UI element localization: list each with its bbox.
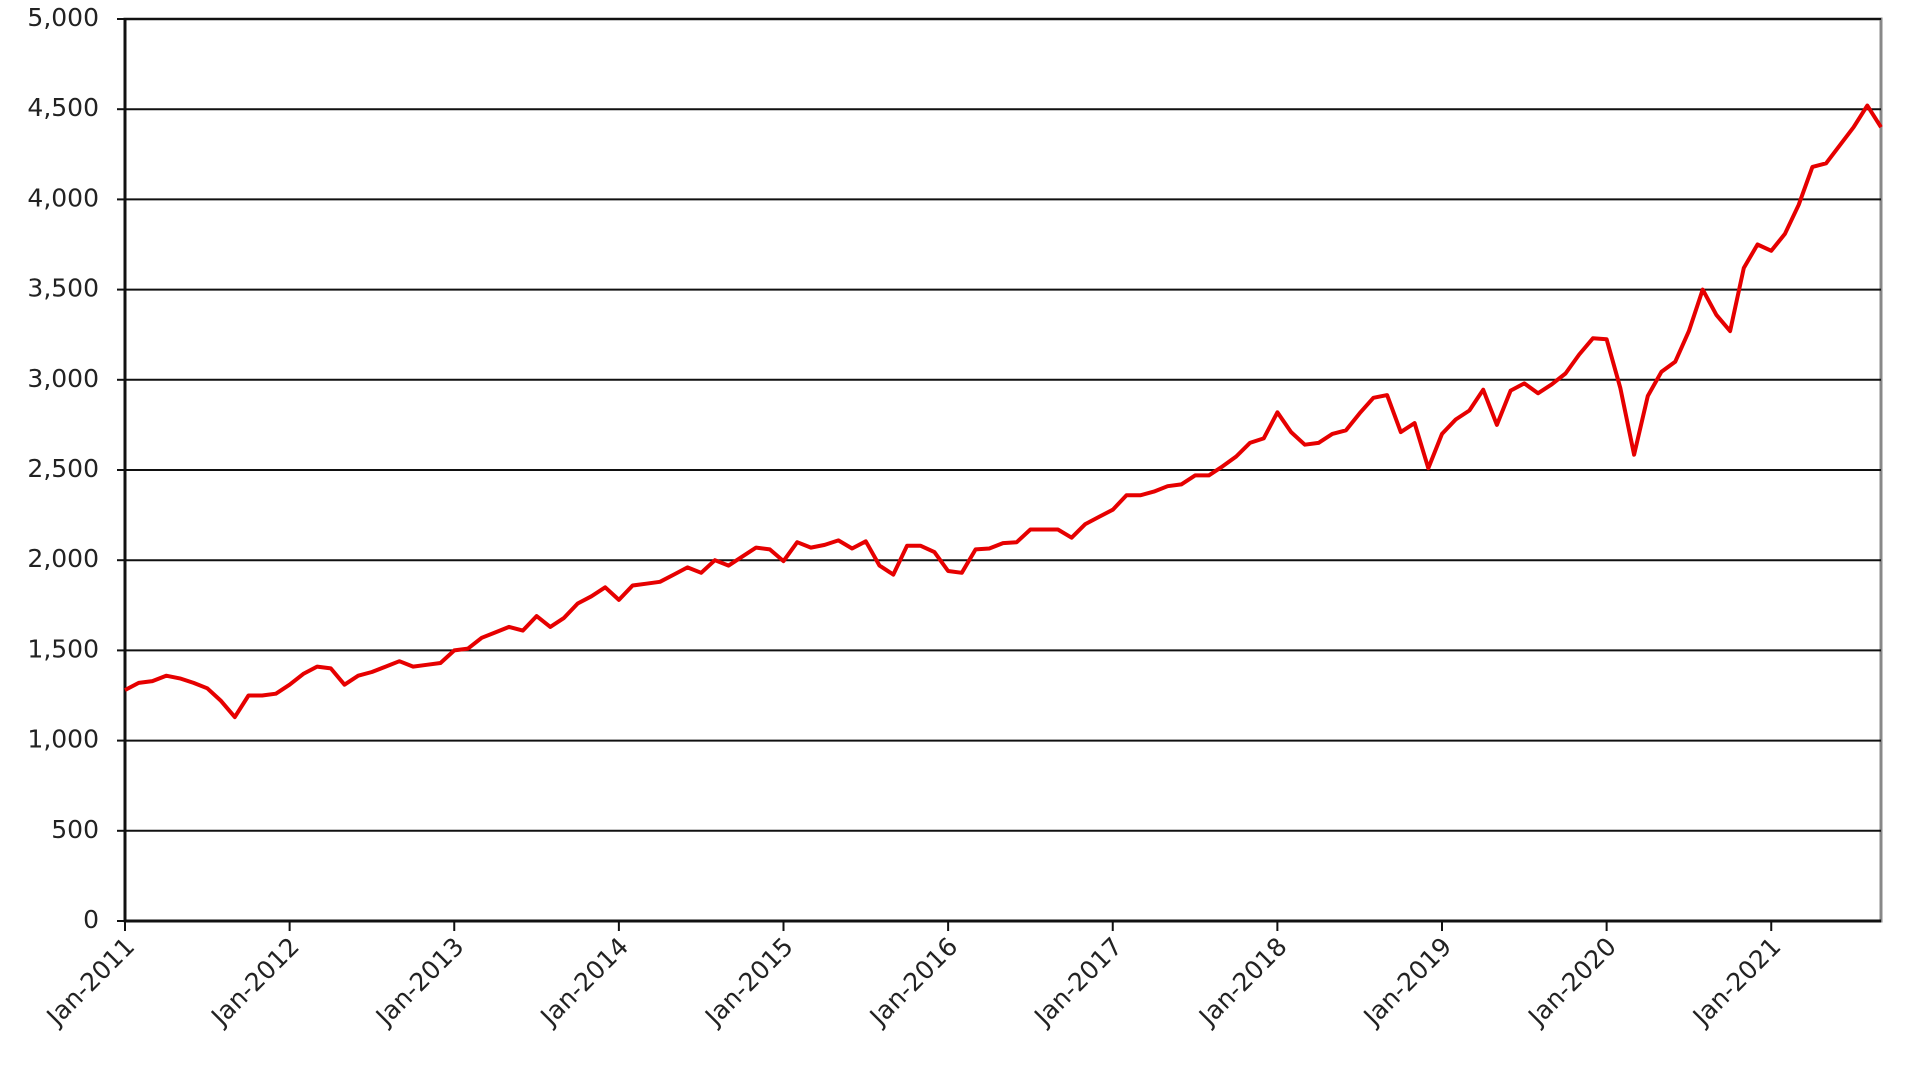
y-tick-label: 4,500	[27, 93, 99, 122]
x-tick-label: Jan-2014	[534, 932, 635, 1033]
y-tick-label: 4,000	[27, 183, 99, 212]
x-tick-label: Jan-2012	[204, 932, 305, 1033]
y-tick-label: 1,000	[27, 725, 99, 754]
y-tick-label: 500	[51, 815, 99, 844]
x-tick-label: Jan-2011	[40, 932, 141, 1033]
y-tick-label: 2,000	[27, 544, 99, 573]
x-tick-label: Jan-2018	[1192, 932, 1293, 1033]
y-tick-label: 3,000	[27, 364, 99, 393]
y-tick-label: 3,500	[27, 274, 99, 303]
x-tick-label: Jan-2021	[1686, 932, 1787, 1033]
x-tick-label: Jan-2019	[1357, 932, 1458, 1033]
x-tick-label: Jan-2016	[863, 932, 964, 1033]
x-tick-label: Jan-2015	[698, 932, 799, 1033]
y-tick-label: 2,500	[27, 454, 99, 483]
x-tick-label: Jan-2020	[1521, 932, 1622, 1033]
y-tick-label: 1,500	[27, 634, 99, 663]
y-tick-label: 5,000	[27, 3, 99, 32]
y-tick-label: 0	[83, 905, 99, 934]
series-line	[124, 103, 1883, 720]
x-tick-label: Jan-2017	[1027, 932, 1128, 1033]
x-tick-label: Jan-2013	[369, 932, 470, 1033]
